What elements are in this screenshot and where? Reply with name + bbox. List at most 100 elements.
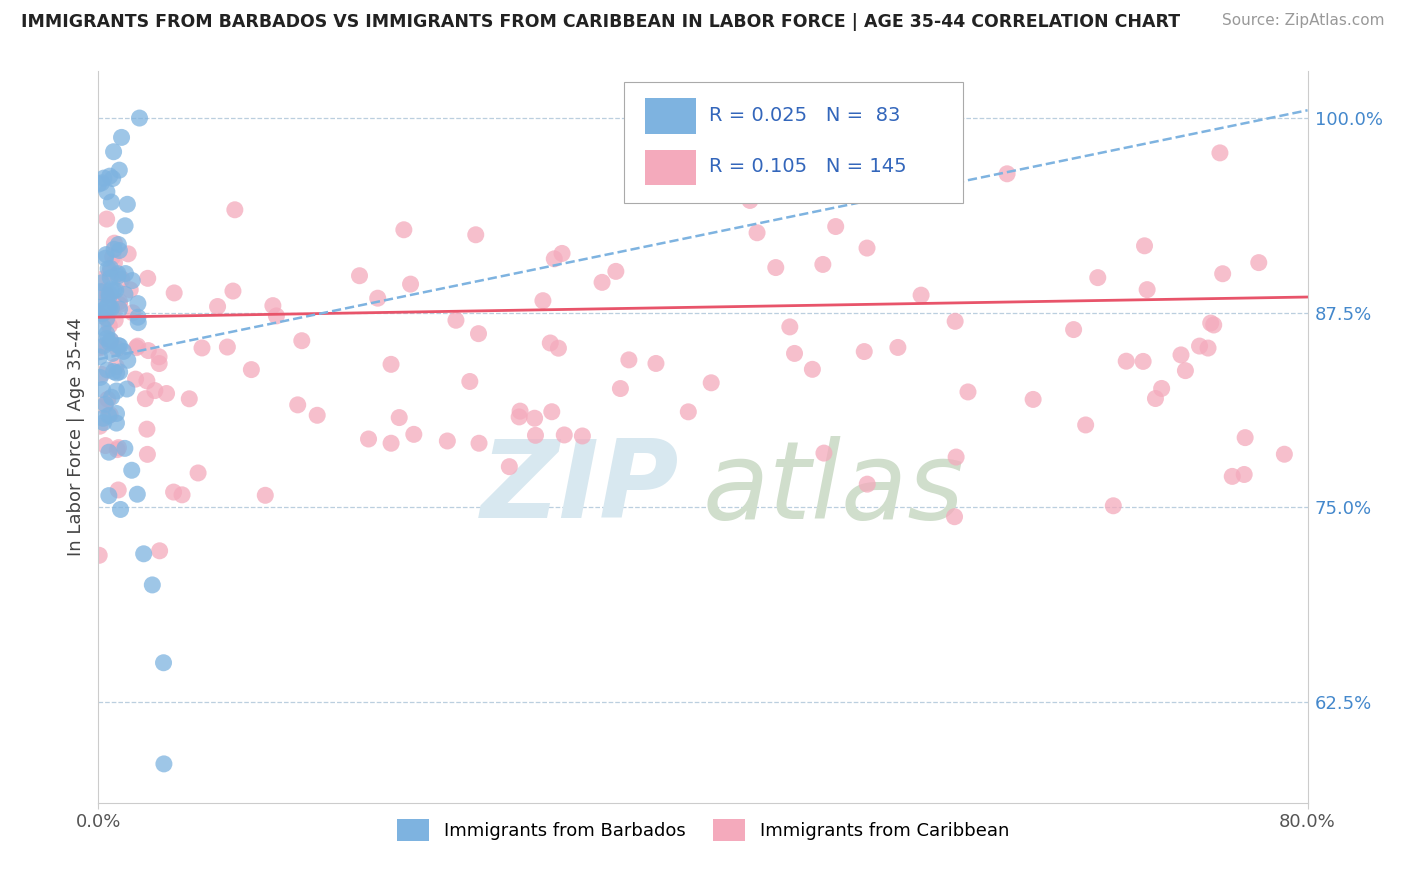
Point	[136, 343, 159, 358]
Point	[115, 382, 138, 396]
Point	[135, 374, 157, 388]
Point	[87, 340, 110, 354]
Point	[538, 336, 561, 351]
Point	[114, 442, 136, 456]
Point	[380, 436, 402, 450]
Point	[98, 335, 121, 350]
Point	[127, 339, 149, 353]
Point	[105, 442, 128, 457]
Point	[464, 227, 486, 242]
Point	[128, 111, 150, 125]
Point	[100, 194, 122, 209]
Point	[98, 286, 121, 301]
Point	[98, 169, 121, 183]
Point	[117, 353, 139, 368]
Point	[87, 304, 110, 318]
Point	[143, 384, 166, 398]
Point	[94, 439, 117, 453]
Text: R = 0.105   N = 145: R = 0.105 N = 145	[709, 157, 907, 176]
Point	[135, 422, 157, 436]
Point	[108, 302, 131, 317]
Point	[100, 333, 122, 347]
Bar	[645, 150, 696, 185]
Point	[153, 756, 176, 771]
Point	[811, 257, 834, 271]
Point	[700, 376, 723, 390]
Text: ZIP: ZIP	[481, 435, 679, 541]
Point	[1234, 431, 1257, 445]
Point	[1202, 318, 1225, 332]
Point	[1102, 499, 1125, 513]
Point	[458, 375, 481, 389]
Point	[1022, 392, 1045, 407]
Point	[467, 326, 489, 341]
Point	[100, 282, 122, 296]
Y-axis label: In Labor Force | Age 35-44: In Labor Force | Age 35-44	[66, 318, 84, 557]
Point	[1272, 447, 1295, 461]
Point	[910, 288, 932, 302]
Point	[551, 246, 574, 260]
Point	[956, 384, 979, 399]
Point	[105, 384, 128, 398]
Point	[367, 291, 389, 305]
Point	[121, 463, 143, 477]
Point	[105, 407, 128, 421]
Point	[96, 185, 118, 199]
Point	[94, 251, 117, 265]
Point	[609, 382, 631, 396]
Point	[392, 223, 415, 237]
Point	[943, 509, 966, 524]
Point	[127, 316, 149, 330]
Point	[853, 344, 876, 359]
Point	[524, 428, 547, 442]
Point	[111, 272, 134, 286]
Point	[388, 410, 411, 425]
Point	[120, 283, 142, 297]
Point	[1220, 469, 1243, 483]
Point	[179, 392, 201, 406]
Point	[813, 446, 835, 460]
Point	[468, 436, 491, 450]
Point	[745, 226, 768, 240]
Point	[87, 300, 110, 314]
Point	[107, 267, 129, 281]
Point	[738, 194, 761, 208]
Point	[98, 408, 121, 422]
Point	[1197, 341, 1219, 355]
Point	[856, 241, 879, 255]
Point	[94, 397, 117, 411]
Point	[887, 341, 910, 355]
Point	[136, 447, 159, 461]
Point	[121, 306, 143, 320]
Point	[436, 434, 458, 448]
FancyBboxPatch shape	[624, 82, 963, 203]
Point	[96, 331, 118, 345]
Point	[617, 352, 640, 367]
Point	[97, 409, 120, 423]
Point	[995, 167, 1018, 181]
Point	[605, 264, 627, 278]
Point	[114, 219, 136, 233]
Point	[89, 350, 111, 364]
Point	[89, 285, 111, 299]
Point	[96, 326, 118, 341]
Point	[89, 272, 111, 286]
Point	[170, 488, 193, 502]
Point	[93, 416, 115, 430]
Point	[100, 334, 122, 348]
Point	[107, 237, 129, 252]
Point	[93, 284, 115, 298]
Point	[779, 319, 801, 334]
Point	[112, 344, 135, 359]
Point	[96, 311, 118, 326]
Legend: Immigrants from Barbados, Immigrants from Caribbean: Immigrants from Barbados, Immigrants fro…	[389, 812, 1017, 848]
Point	[90, 309, 112, 323]
Point	[553, 428, 575, 442]
Point	[107, 268, 129, 283]
Point	[591, 276, 613, 290]
Text: Source: ZipAtlas.com: Source: ZipAtlas.com	[1222, 13, 1385, 29]
Point	[93, 399, 115, 413]
Point	[104, 313, 127, 327]
Point	[110, 130, 132, 145]
Point	[90, 293, 112, 307]
